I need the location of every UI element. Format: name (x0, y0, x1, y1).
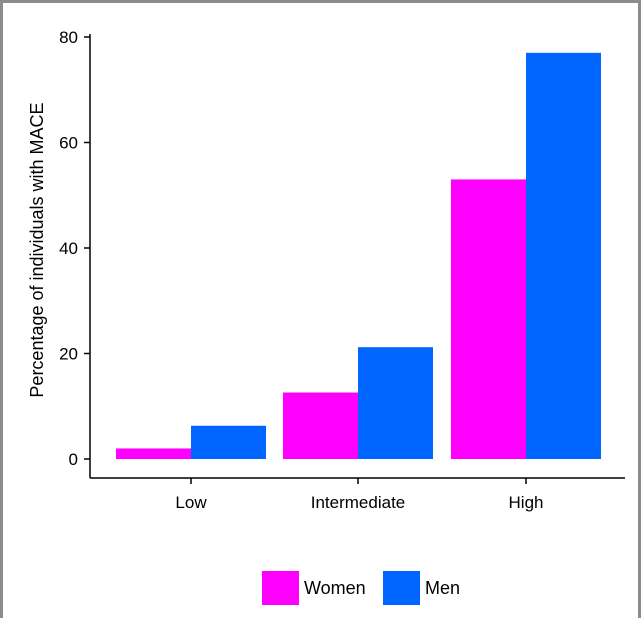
bar-women-high (451, 179, 526, 460)
legend: Women Men (262, 571, 460, 605)
bar-men-high (526, 52, 601, 459)
x-tick-label: High (509, 493, 544, 512)
legend-swatch-women (262, 571, 299, 605)
y-tick-label: 60 (59, 134, 78, 153)
bar-men-intermediate (358, 347, 433, 459)
bar-men-low (191, 425, 266, 459)
bars-group (116, 52, 601, 460)
bar-women-intermediate (283, 392, 358, 459)
y-tick-label: 40 (59, 239, 78, 258)
y-tick-label: 80 (59, 28, 78, 47)
y-tick-label: 20 (59, 345, 78, 364)
x-ticks-group: Low Intermediate High (175, 478, 543, 512)
legend-label-women: Women (304, 578, 366, 598)
y-tick-label: 0 (69, 450, 78, 469)
x-tick-label: Low (175, 493, 207, 512)
y-axis-title: Percentage of individuals with MACE (27, 102, 47, 397)
bar-women-low (116, 448, 191, 459)
legend-label-men: Men (425, 578, 460, 598)
y-ticks-group: 0 20 40 60 80 (59, 28, 90, 469)
x-tick-label: Intermediate (311, 493, 406, 512)
legend-swatch-men (383, 571, 420, 605)
